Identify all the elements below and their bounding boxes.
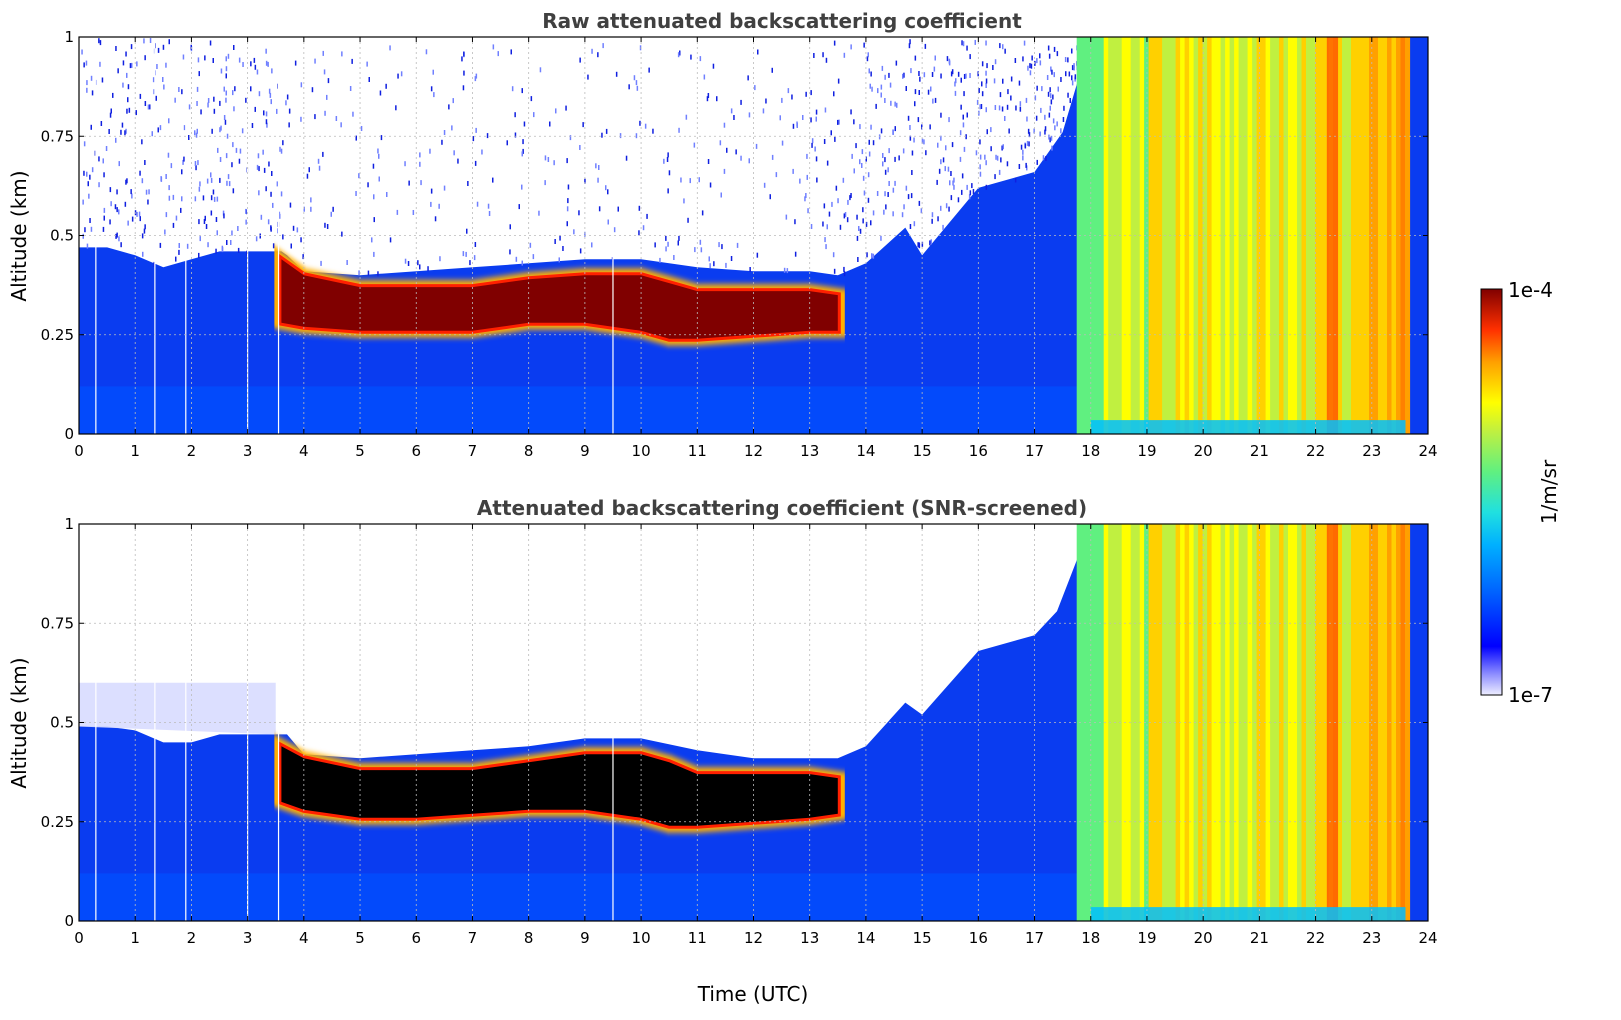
plot-area: 0 1 2 3 4 5 6 7 8 9 10 11 12 13 14 15 16 17 18 19 20 21 22 23 24… xyxy=(41,515,1438,947)
x-tick-label: 5 xyxy=(355,929,365,947)
y-tick-label: 1 xyxy=(64,28,74,46)
x-tick-label: 11 xyxy=(688,929,707,947)
grid xyxy=(78,523,1429,922)
x-tick-label: 20 xyxy=(1194,442,1213,460)
x-tick-label: 2 xyxy=(187,929,197,947)
y-tick-label: 0.5 xyxy=(50,227,74,245)
x-tick-label: 24 xyxy=(1418,442,1437,460)
colorbar-gradient xyxy=(1480,288,1503,696)
x-tick-label: 1 xyxy=(130,442,140,460)
x-tick-label: 5 xyxy=(355,442,365,460)
noise-field xyxy=(81,38,1081,277)
raw-backscatter-panel: Raw attenuated backscattering coefficien… xyxy=(7,9,1438,460)
x-tick-label: 12 xyxy=(744,929,763,947)
snr-screened-panel: Attenuated backscattering coefficient (S… xyxy=(7,496,1438,1006)
y-tick-label: 0.75 xyxy=(41,614,74,632)
x-tick-label: 19 xyxy=(1137,929,1156,947)
x-tick-label: 13 xyxy=(800,442,819,460)
colorbar-max-label: 1e-4 xyxy=(1508,278,1553,302)
x-tick-label: 23 xyxy=(1362,442,1381,460)
x-tick-label: 2 xyxy=(187,442,197,460)
near-surface-band xyxy=(79,873,1080,921)
x-tick-label: 1 xyxy=(130,929,140,947)
x-tick-label: 9 xyxy=(580,929,590,947)
chart-title: Raw attenuated backscattering coefficien… xyxy=(542,9,1022,33)
x-tick-label: 4 xyxy=(299,442,309,460)
x-tick-label: 13 xyxy=(800,929,819,947)
x-axis-label: Time (UTC) xyxy=(697,982,809,1006)
x-tick-label: 7 xyxy=(468,929,478,947)
plot-area: 0 1 2 3 4 5 6 7 8 9 10 11 12 13 14 15 16 17 18 19 20 21 22 23 24… xyxy=(41,28,1438,460)
colorbar: 1e-4 1e-7 1/m/sr xyxy=(1480,278,1561,707)
near-surface-band xyxy=(79,386,1080,434)
x-tick-label: 18 xyxy=(1081,929,1100,947)
x-tick-label: 21 xyxy=(1250,929,1269,947)
x-tick-label: 7 xyxy=(468,442,478,460)
y-axis-label: Altitude (km) xyxy=(7,657,31,788)
y-tick-label: 0.5 xyxy=(50,714,74,732)
x-tick-label: 21 xyxy=(1250,442,1269,460)
x-tick-label: 19 xyxy=(1137,442,1156,460)
x-tick-label: 14 xyxy=(856,442,875,460)
x-tick-label: 8 xyxy=(524,929,534,947)
cloud-layer-core xyxy=(281,746,838,826)
surface-gap-band xyxy=(1090,420,1406,434)
y-tick-label: 0 xyxy=(64,912,74,930)
colorbar-min-label: 1e-7 xyxy=(1508,683,1553,707)
x-tick-label: 15 xyxy=(913,442,932,460)
x-tick-label: 20 xyxy=(1194,929,1213,947)
x-tick-label: 16 xyxy=(969,929,988,947)
x-tick-label: 3 xyxy=(243,442,253,460)
y-tick-label: 0.75 xyxy=(41,127,74,145)
x-tick-label: 15 xyxy=(913,929,932,947)
x-tick-label: 10 xyxy=(632,442,651,460)
x-tick-label: 0 xyxy=(74,929,84,947)
x-tick-label: 8 xyxy=(524,442,534,460)
x-tick-label: 22 xyxy=(1306,442,1325,460)
x-tick-label: 23 xyxy=(1362,929,1381,947)
colorbar-label: 1/m/sr xyxy=(1537,459,1561,524)
x-tick-label: 6 xyxy=(411,929,421,947)
y-tick-label: 0 xyxy=(64,425,74,443)
x-tick-label: 12 xyxy=(744,442,763,460)
surface-gap-band xyxy=(1090,907,1406,921)
x-tick-label: 14 xyxy=(856,929,875,947)
x-tick-label: 0 xyxy=(74,442,84,460)
x-tick-label: 6 xyxy=(411,442,421,460)
chart-title: Attenuated backscattering coefficient (S… xyxy=(477,496,1087,520)
x-tick-label: 11 xyxy=(688,442,707,460)
x-tick-label: 3 xyxy=(243,929,253,947)
y-axis-label: Altitude (km) xyxy=(7,170,31,301)
x-tick-label: 16 xyxy=(969,442,988,460)
x-tick-label: 9 xyxy=(580,442,590,460)
haze-region xyxy=(79,682,276,735)
x-tick-label: 18 xyxy=(1081,442,1100,460)
x-tick-label: 22 xyxy=(1306,929,1325,947)
x-tick-label: 17 xyxy=(1025,929,1044,947)
cloud-layer-core xyxy=(281,259,838,339)
x-tick-label: 4 xyxy=(299,929,309,947)
y-tick-label: 0.25 xyxy=(41,326,74,344)
x-tick-label: 17 xyxy=(1025,442,1044,460)
y-tick-label: 0.25 xyxy=(41,813,74,831)
y-tick-label: 1 xyxy=(64,515,74,533)
x-tick-label: 24 xyxy=(1418,929,1437,947)
x-tick-label: 10 xyxy=(632,929,651,947)
